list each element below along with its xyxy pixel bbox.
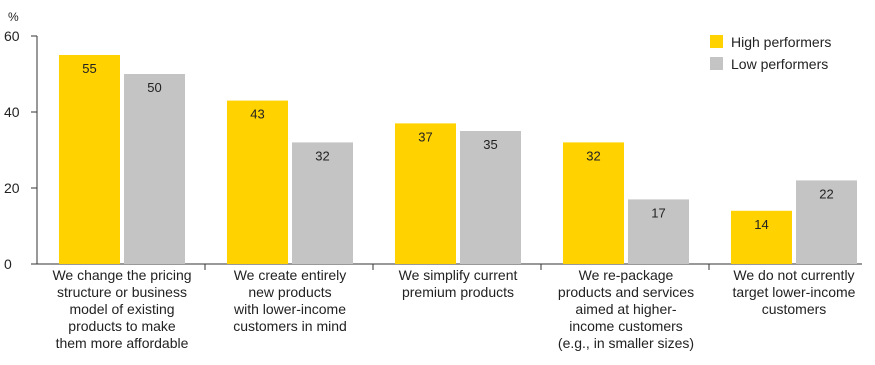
category-label: We re-package products and services aimed …	[558, 267, 694, 351]
category-label-line: We re-package	[579, 267, 674, 283]
bar	[628, 199, 689, 264]
bar-value-label: 55	[82, 61, 96, 76]
category-label-line: We simplify current	[399, 267, 518, 283]
category-label-line: model of existing	[69, 301, 174, 317]
category-labels: We change the pricing structure or busine…	[52, 267, 855, 351]
bar-value-label: 43	[250, 107, 264, 122]
bar-value-label: 22	[819, 186, 833, 201]
bar	[796, 180, 857, 264]
legend-label: High performers	[731, 34, 831, 50]
category-label-line: new products	[248, 284, 331, 300]
y-tick-label: 60	[4, 28, 20, 44]
category-label-line: (e.g., in smaller sizes)	[558, 335, 694, 351]
y-tick-label: 0	[4, 256, 12, 272]
legend: High performers Low performers	[710, 34, 831, 72]
category-label: We create entirely new products with lower…	[233, 267, 347, 334]
bar-value-label: 14	[754, 217, 768, 232]
bar	[292, 142, 353, 264]
bar-value-label: 32	[586, 148, 600, 163]
bar	[395, 123, 456, 265]
bar	[227, 100, 288, 264]
category-label-line: We change the pricing	[52, 267, 191, 283]
category-label-line: aimed at higher-	[575, 301, 677, 317]
legend-swatch	[710, 57, 723, 70]
y-axis-unit-label: %	[8, 10, 19, 24]
category-label-line: income customers	[569, 318, 683, 334]
category-label-line: customers	[762, 301, 827, 317]
bar	[731, 210, 792, 264]
category-label-line: structure or business	[57, 284, 187, 300]
bar-value-label: 37	[418, 129, 432, 144]
category-label-line: We create entirely	[234, 267, 347, 283]
bar-value-label: 17	[651, 205, 665, 220]
category-label-line: target lower-income	[733, 284, 856, 300]
category-label-line: products to make	[68, 318, 176, 334]
bars-group: 55 50 43 32 37 35 32 17 14 22	[59, 55, 857, 265]
bar-value-label: 32	[315, 148, 329, 163]
category-label: We do not currently target lower-income cu…	[733, 267, 856, 317]
legend-label: Low performers	[731, 56, 828, 72]
category-label-line: with lower-income	[233, 301, 346, 317]
y-tick-label: 40	[4, 104, 20, 120]
bar	[460, 131, 521, 264]
category-label: We simplify current premium products	[399, 267, 518, 300]
category-label-line: products and services	[558, 284, 694, 300]
category-label: We change the pricing structure or busine…	[52, 267, 191, 351]
category-label-line: customers in mind	[233, 318, 347, 334]
legend-swatch	[710, 35, 723, 48]
y-tick-label: 20	[4, 180, 20, 196]
category-label-line: We do not currently	[733, 267, 854, 283]
bar-value-label: 35	[483, 137, 497, 152]
category-label-line: premium products	[402, 284, 514, 300]
bar	[59, 55, 120, 264]
bar	[563, 142, 624, 264]
category-label-line: them more affordable	[56, 335, 189, 351]
bar-value-label: 50	[147, 80, 161, 95]
bar	[124, 74, 185, 264]
